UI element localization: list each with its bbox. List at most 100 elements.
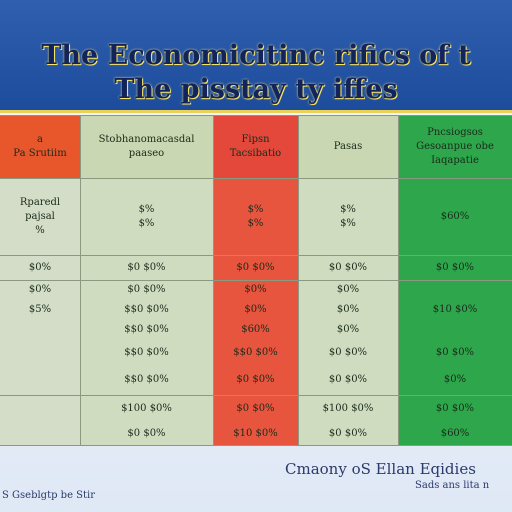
cell-text: Pasas: [333, 140, 363, 152]
cell-text: Pa Srutiim: [13, 147, 67, 159]
cell-text: Rparedl: [19, 196, 61, 208]
table-cell: $0%: [213, 280, 298, 300]
table-cell: $0 $0%: [80, 422, 213, 445]
header-cell: a Pa Srutiim: [0, 115, 80, 178]
table-cell: $0%: [298, 300, 398, 320]
table-cell: $10 $0%: [398, 300, 512, 320]
table-cell: $% $%: [213, 178, 298, 255]
table-cell: [0, 395, 80, 422]
row-line: [0, 280, 512, 281]
cell-text: $%: [247, 203, 264, 215]
table-cell: $0 $0%: [398, 255, 512, 280]
row-line: [0, 178, 512, 179]
cell-text: %: [35, 224, 45, 236]
table-cell: $0 $0%: [80, 255, 213, 280]
table-cell: $100 $0%: [298, 395, 398, 422]
cell-text: $0%: [244, 284, 267, 295]
table-cell: $60%: [213, 320, 298, 340]
cell-text: $0 $0%: [435, 402, 475, 414]
table-cell: $$0 $0%: [213, 340, 298, 365]
header-cell: Stobhanomacasdal paaseo: [80, 115, 213, 178]
cell-text: $100 $0%: [322, 402, 374, 414]
title: The Economicitinc rifics of t: [41, 40, 471, 71]
cell-text: $5%: [28, 304, 52, 315]
cell-text: Tacsibatio: [229, 147, 282, 159]
row-line: [0, 255, 512, 256]
cell-text: $0 $0%: [328, 427, 368, 439]
cell-text: $0 $0%: [127, 427, 166, 439]
table-cell: $% $%: [80, 178, 213, 255]
cell-text: $%: [138, 203, 155, 215]
cell-text: $%: [138, 217, 155, 229]
table-cell: $60%: [398, 178, 512, 255]
cell-text: $0 $0%: [328, 346, 368, 358]
cell-text: $%: [340, 203, 356, 215]
column-bg: [398, 178, 512, 445]
table-cell: $0%: [398, 365, 512, 395]
table-cell: $0 $0%: [80, 280, 213, 300]
table-cell: $0 $0%: [398, 395, 512, 422]
cell-text: $0 $0%: [328, 374, 368, 385]
table-cell: [0, 422, 80, 445]
table-cell: $0 $0%: [298, 340, 398, 365]
table-cell: $0%: [0, 255, 80, 280]
table-cell: [398, 320, 512, 340]
title: The pisstay ty iffes: [114, 74, 398, 105]
cell-text: $$0 $0%: [124, 374, 169, 385]
cell-text: $0%: [28, 284, 52, 295]
cell-text: $100 $0%: [121, 402, 172, 414]
table-cell: $0 $0%: [213, 395, 298, 422]
column-bg: [0, 178, 80, 445]
table-cell: $$0 $0%: [80, 365, 213, 395]
cell-text: $0%: [336, 324, 360, 335]
table-cell: $% $%: [298, 178, 398, 255]
column-bg: [80, 178, 213, 445]
column-line: [298, 115, 299, 445]
cell-text: pajsal: [25, 210, 55, 222]
cell-text: Gesoanpue obe: [416, 140, 494, 152]
table-cell: $100 $0%: [80, 395, 213, 422]
table-cell: $$0 $0%: [80, 320, 213, 340]
cell-text: $$0 $0%: [233, 346, 278, 358]
cell-text: Iaqapatie: [431, 154, 479, 166]
cell-text: $$0 $0%: [124, 346, 169, 358]
table-cell: $60%: [398, 422, 512, 445]
cell-text: Pncsiogsos: [427, 126, 483, 138]
cell-text: $0 $0%: [236, 402, 275, 414]
table-cell: $$0 $0%: [80, 340, 213, 365]
cell-text: $$0 $0%: [124, 324, 169, 335]
row-line: [0, 115, 512, 116]
cell-text: $60%: [241, 324, 270, 335]
header-cell: Pncsiogsos Gesoanpue obe Iaqapatie: [398, 115, 512, 178]
table-cell: $0 $0%: [298, 365, 398, 395]
table-cell: [0, 320, 80, 340]
table-cell: $0 $0%: [298, 422, 398, 445]
source: Cmaony oS Ellan Eqidies: [285, 460, 476, 478]
table-cell: [0, 340, 80, 365]
table-cell: $10 $0%: [213, 422, 298, 445]
row-line: [0, 395, 512, 396]
source: Sads ans lita n: [415, 480, 490, 491]
cell-text: $%: [340, 217, 356, 229]
table-cell: [0, 365, 80, 395]
table-cell: $0%: [0, 280, 80, 300]
cell-text: Stobhanomacasdal: [98, 133, 195, 145]
row-line: [0, 445, 512, 446]
header-cell: Fipsn Tacsibatio: [213, 115, 298, 178]
table-cell: $0 $0%: [213, 255, 298, 280]
table-cell: $0 $0%: [213, 365, 298, 395]
cell-text: $10 $0%: [233, 427, 278, 439]
cell-text: $$0 $0%: [124, 304, 169, 315]
table-cell: $0 $0%: [398, 340, 512, 365]
cell-text: $0 $0%: [236, 374, 275, 385]
header-band: The Economicitinc rifics of t The pissta…: [0, 0, 512, 113]
column-line: [213, 115, 214, 445]
table-cell: $0%: [298, 320, 398, 340]
cell-text: $0 $0%: [328, 261, 368, 273]
cell-text: $%: [247, 217, 264, 229]
table-cell: Rparedl pajsal%: [0, 178, 80, 255]
column-line: [398, 115, 399, 445]
cell-text: $60%: [440, 210, 470, 222]
cell-text: $0%: [336, 304, 360, 315]
